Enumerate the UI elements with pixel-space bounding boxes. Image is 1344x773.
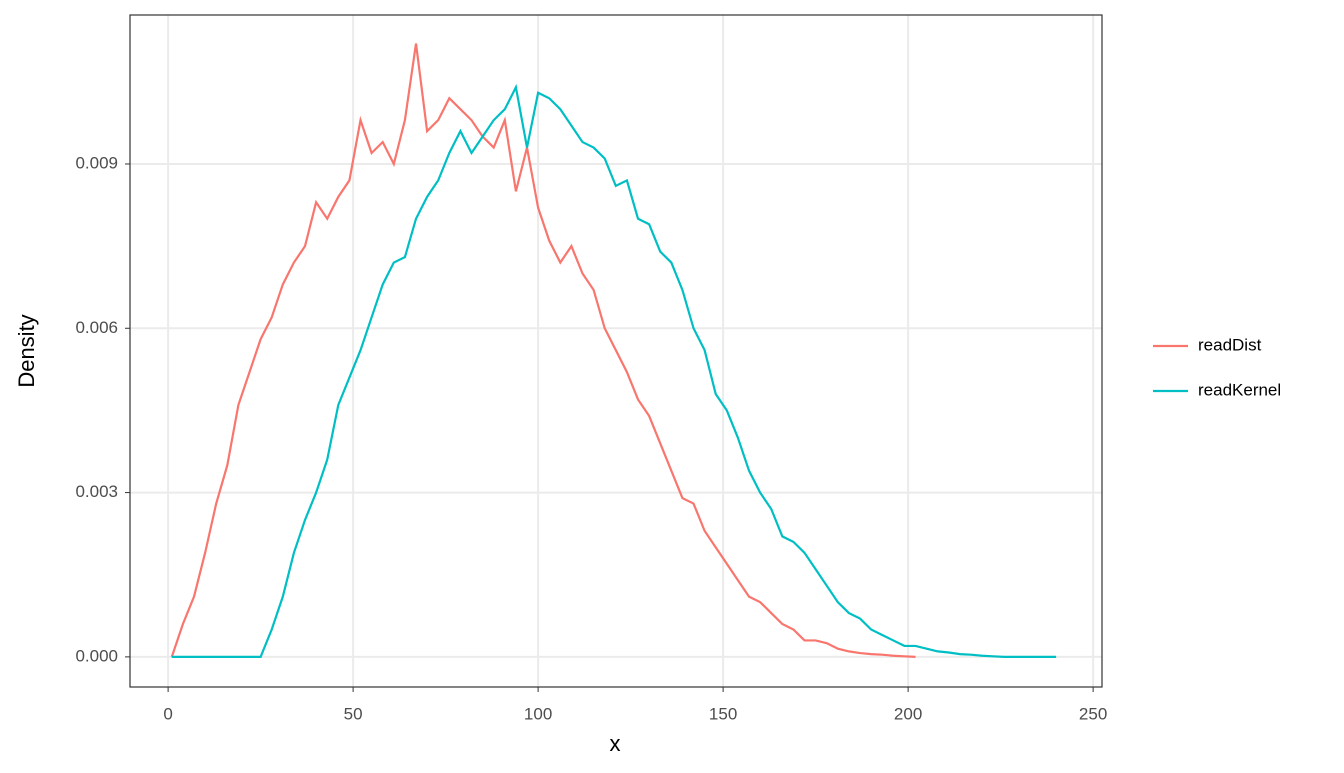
legend-label: readKernel	[1198, 380, 1281, 399]
legend-label: readDist	[1198, 335, 1262, 354]
x-tick-label: 50	[344, 704, 363, 723]
plot-border	[129, 14, 1103, 688]
y-tick-label: 0.006	[75, 318, 118, 337]
y-tick-label: 0.009	[75, 153, 118, 172]
x-tick-label: 100	[524, 704, 552, 723]
line	[171, 83, 1057, 658]
x-tick-label: 200	[894, 704, 922, 723]
x-tick-label: 150	[709, 704, 737, 723]
y-axis-title: Density	[14, 314, 39, 387]
y-tick-label: 0.003	[75, 482, 118, 501]
x-axis-title: x	[610, 731, 621, 756]
line	[170, 43, 916, 658]
x-tick-label: 250	[1079, 704, 1107, 723]
x-tick-label: 0	[163, 704, 172, 723]
y-tick-label: 0.000	[75, 646, 118, 665]
